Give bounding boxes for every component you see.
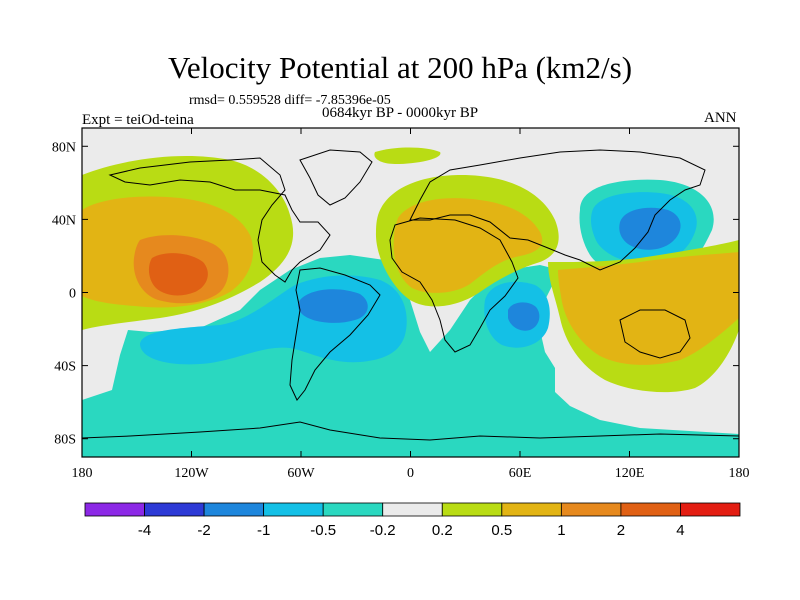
- colorbar-label: 4: [676, 522, 684, 539]
- colorbar-label: 1: [557, 522, 565, 539]
- colorbar-swatch: [441, 502, 503, 517]
- x-tick-label: 0: [407, 466, 414, 481]
- colorbar-swatch: [203, 502, 265, 517]
- x-tick-label: 120E: [615, 466, 645, 481]
- x-tick-label: 60E: [509, 466, 532, 481]
- colorbar-swatch: [322, 502, 384, 517]
- coastlines: [82, 149, 739, 441]
- colorbar-swatch: [501, 502, 562, 517]
- y-tick-label: 80S: [54, 433, 76, 448]
- coast-australia: [619, 309, 691, 359]
- contour-level-1-indian-ocean: [508, 302, 540, 331]
- y-tick-label: 80N: [52, 140, 76, 155]
- colorbar-label: -4: [138, 522, 151, 539]
- x-tick-label: 60W: [287, 466, 315, 481]
- coast-north-america: [108, 157, 331, 283]
- colorbar-label: 0.2: [432, 522, 453, 539]
- colorbar-swatch: [144, 502, 205, 517]
- contour-field: [82, 128, 739, 457]
- contour-level+0.5-africa: [393, 198, 543, 293]
- contour-level-1-japan: [619, 207, 681, 250]
- y-tick-label: 0: [69, 287, 76, 302]
- y-tick-label: 40S: [54, 360, 76, 375]
- y-axis: 80N 40N 0 40S 80S: [52, 140, 739, 448]
- colorbar-label: -1: [257, 522, 270, 539]
- colorbar-label: -0.5: [310, 522, 336, 539]
- contour-pos-arctic: [374, 147, 441, 164]
- contour-level-1-brazil: [297, 289, 368, 323]
- colorbar-label: -0.2: [370, 522, 396, 539]
- x-tick-label: 180: [72, 466, 93, 481]
- colorbar-swatch: [680, 502, 741, 517]
- experiment-label: Expt = teiOd-teina: [82, 112, 194, 128]
- colorbar-swatch: [382, 502, 443, 517]
- colorbar: -4 -2 -1 -0.5 -0.2 0.2 0.5 1 2 4: [84, 502, 741, 539]
- y-tick-label: 40N: [52, 213, 76, 228]
- colorbar-swatch: [263, 502, 324, 517]
- colorbar-swatch: [560, 502, 622, 517]
- period-line: 0684kyr BP - 0000kyr BP: [322, 105, 479, 121]
- colorbar-swatch: [620, 502, 681, 517]
- coast-south-america: [289, 267, 381, 401]
- season-label: ANN: [704, 110, 737, 126]
- contour-level+0.5-australia: [558, 252, 739, 365]
- x-tick-label: 180: [729, 466, 750, 481]
- coast-africa: [389, 217, 519, 353]
- contour-neg-band-south: [82, 255, 739, 457]
- colorbar-label: -2: [197, 522, 210, 539]
- x-tick-label: 120W: [174, 466, 209, 481]
- coast-greenland: [299, 149, 373, 206]
- coast-eurasia: [409, 149, 706, 271]
- colorbar-label: 2: [617, 522, 625, 539]
- chart-title: Velocity Potential at 200 hPa (km2/s): [167, 50, 633, 85]
- x-axis: 180 120W 60W 0 60E 120E 180: [72, 128, 750, 481]
- stats-line: rmsd= 0.559528 diff= -7.85396e-05: [189, 93, 391, 108]
- colorbar-label: 0.5: [491, 522, 512, 539]
- coast-antarctica: [82, 421, 739, 441]
- contour-level+2-pacific: [148, 253, 208, 296]
- colorbar-swatch: [84, 502, 145, 517]
